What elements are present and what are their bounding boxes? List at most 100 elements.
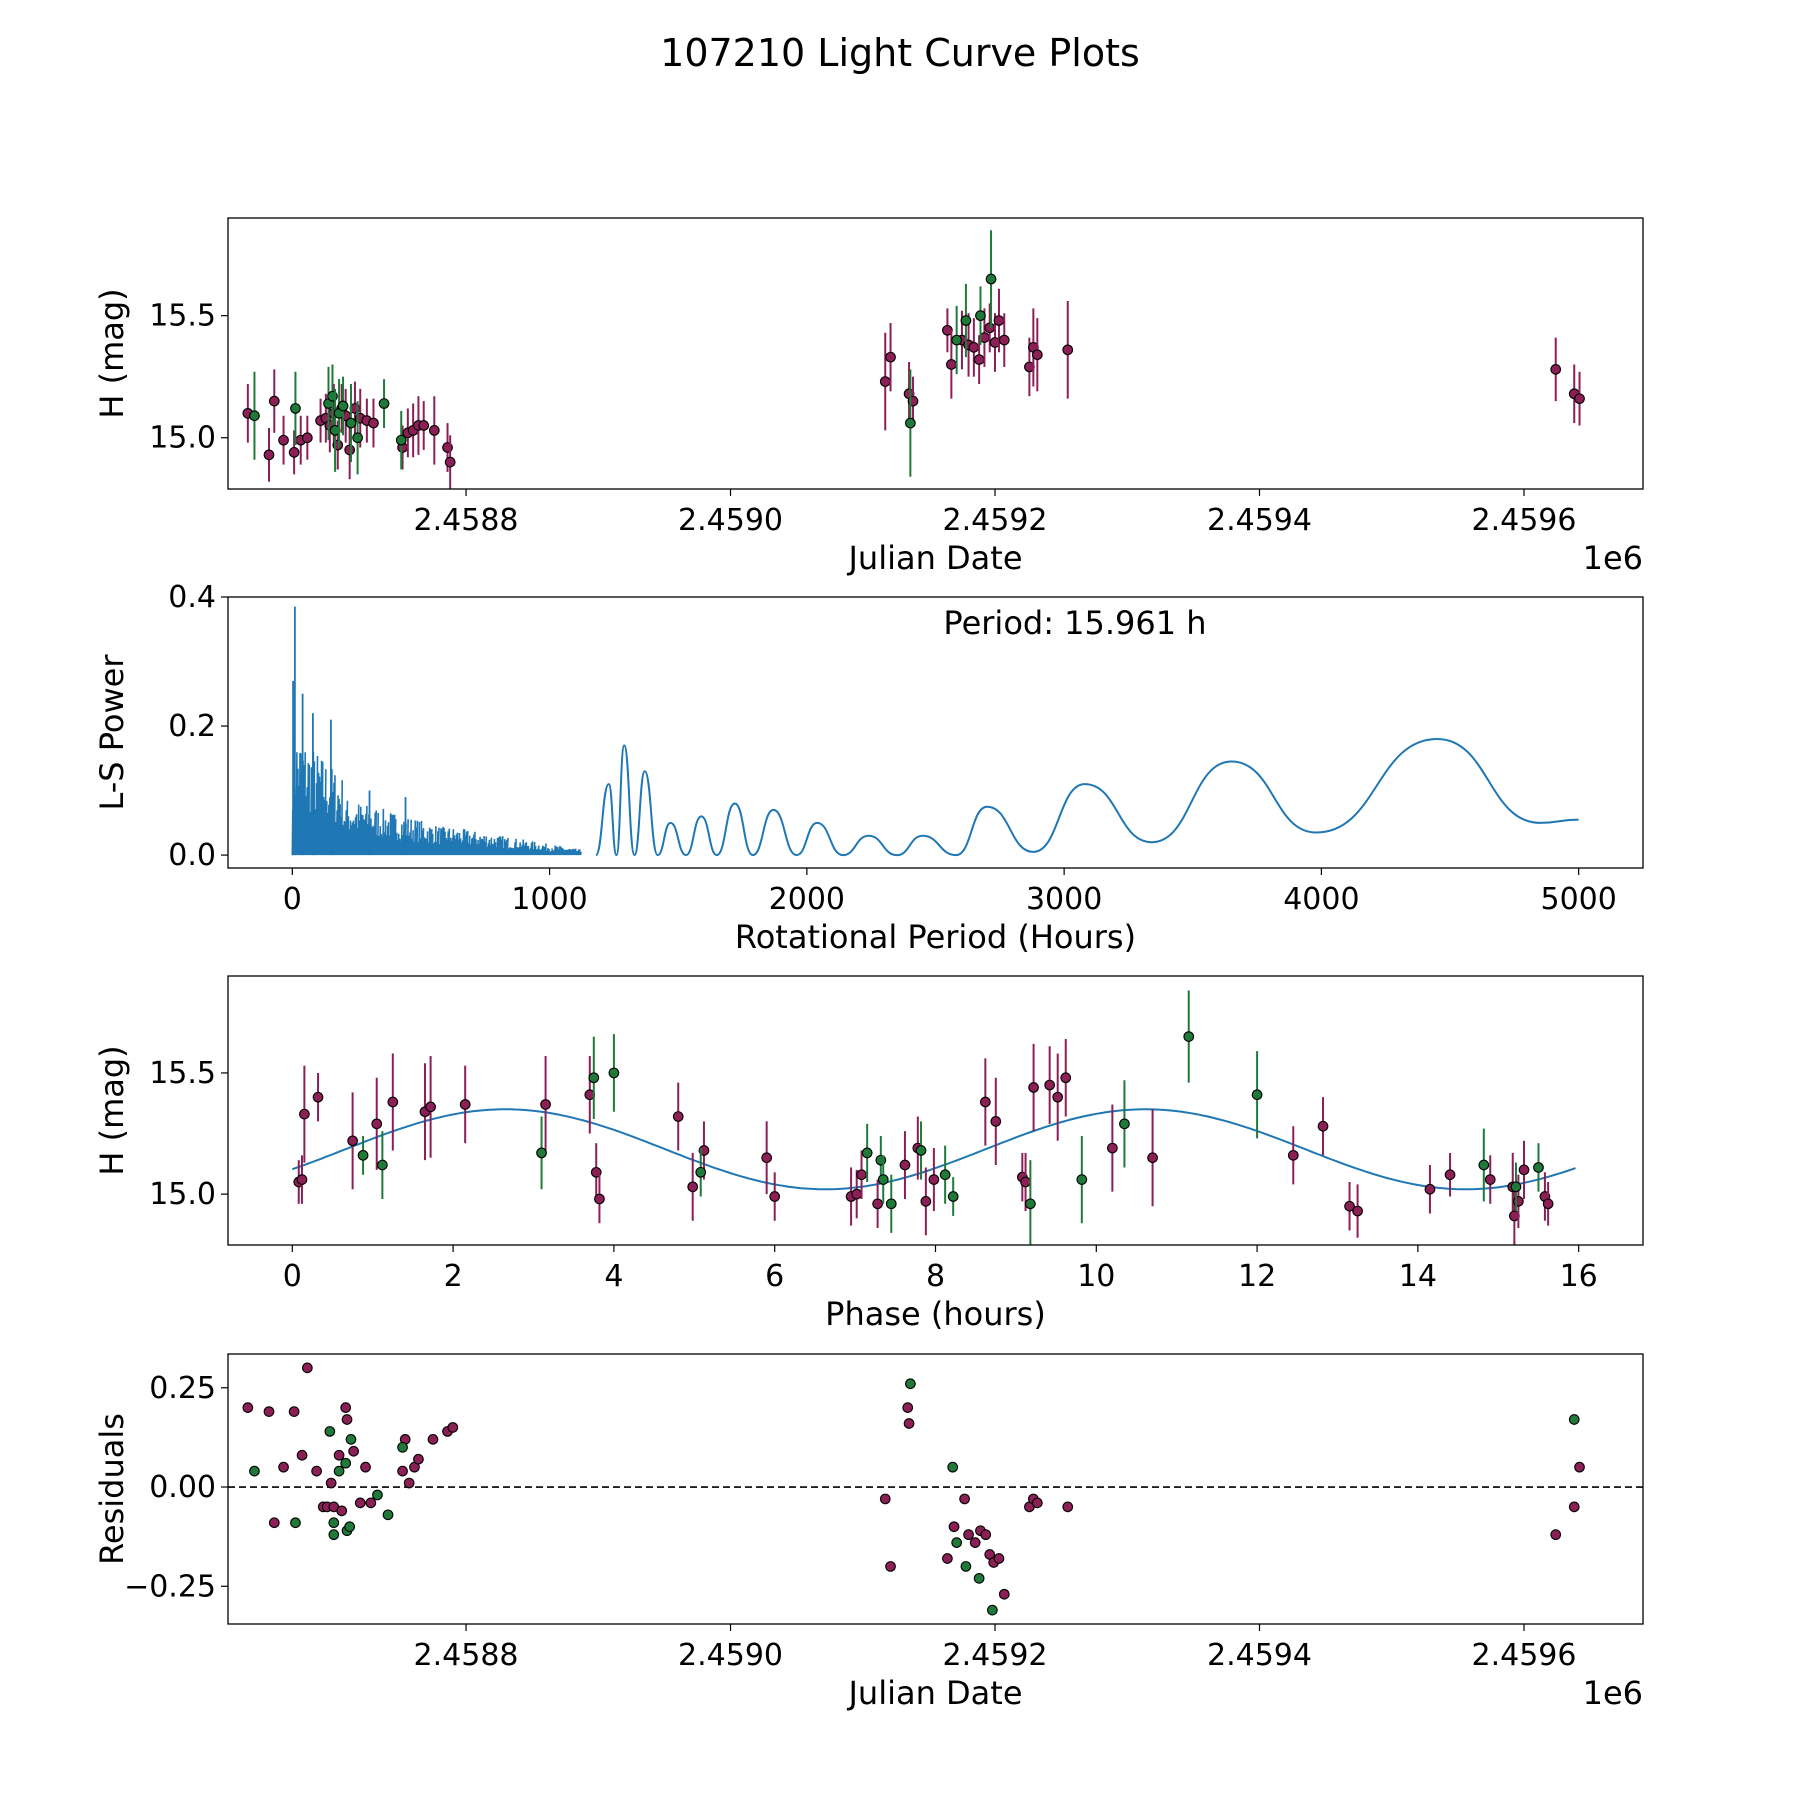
data-point	[1147, 1152, 1158, 1164]
x-tick-label: 5000	[1541, 882, 1617, 917]
x-tick-label: 10	[1077, 1259, 1115, 1294]
data-point	[905, 1378, 916, 1390]
data-point	[249, 410, 260, 422]
data-point	[769, 1191, 781, 1202]
plot-frame	[227, 1353, 1644, 1625]
data-point	[987, 1604, 998, 1616]
plot-frame	[227, 596, 1644, 869]
data-point	[1183, 1031, 1195, 1042]
data-point	[1574, 393, 1585, 405]
data-point	[1062, 1501, 1074, 1513]
panel-phase-folded: 0 2 4 6 8 10 12 14 16 15.0 15.5 Phase (hours) H (mag…	[93, 975, 1644, 1333]
series-green	[249, 230, 997, 477]
data-point	[365, 1497, 377, 1509]
data-layer	[293, 990, 1554, 1245]
data-point	[990, 1116, 1002, 1127]
data-point	[268, 395, 280, 407]
data-point	[368, 417, 379, 429]
data-point	[397, 1465, 408, 1477]
data-point	[1574, 1461, 1585, 1473]
data-point	[1031, 1497, 1043, 1509]
data-point	[902, 1402, 914, 1413]
y-tick-label: 15.5	[149, 299, 216, 334]
panel-periodogram: 0 1000 2000 3000 4000 5000 0.0 0.2 0.4 Rotational…	[93, 580, 1644, 956]
data-point	[1484, 1174, 1496, 1185]
data-point	[920, 1196, 932, 1207]
x-tick-label: 16	[1560, 1259, 1598, 1294]
y-axis-label: H (mag)	[93, 1045, 131, 1175]
data-point	[341, 1414, 353, 1425]
series-magenta	[242, 288, 1585, 489]
data-point	[872, 1198, 883, 1210]
data-point	[333, 1449, 345, 1461]
data-point	[968, 342, 980, 353]
data-point	[1352, 1205, 1363, 1217]
data-point	[1025, 1198, 1036, 1210]
data-point	[301, 432, 313, 444]
data-point	[278, 1461, 289, 1473]
data-point	[299, 1108, 310, 1120]
data-point	[1518, 1164, 1530, 1176]
y-tick-label: 0.0	[168, 838, 216, 873]
data-point	[413, 1453, 424, 1465]
data-point	[761, 1152, 773, 1164]
data-point	[301, 1362, 313, 1374]
data-point	[985, 273, 997, 285]
data-point	[877, 1174, 889, 1185]
data-point	[1060, 1072, 1072, 1084]
data-point	[1533, 1162, 1544, 1173]
data-point	[1287, 1149, 1299, 1161]
data-point	[979, 1096, 991, 1108]
data-point	[345, 417, 357, 429]
y-tick-label: −0.25	[124, 1569, 216, 1604]
data-point	[337, 400, 349, 412]
y-tick-label: 0.4	[168, 580, 216, 615]
data-point	[856, 1169, 867, 1181]
data-point	[885, 1198, 897, 1210]
y-tick-label: 15.5	[149, 1056, 216, 1091]
data-point	[973, 1572, 985, 1584]
data-point	[885, 1561, 896, 1572]
data-point	[290, 403, 301, 414]
x-axis-label: Julian Date	[846, 539, 1022, 577]
periodogram-curve	[594, 737, 1579, 857]
data-point	[382, 1509, 394, 1521]
data-point	[540, 1099, 551, 1110]
data-point	[947, 1461, 959, 1473]
series-green	[249, 1378, 1580, 1616]
plot-frame	[227, 217, 1644, 490]
data-point	[1317, 1120, 1329, 1132]
panel-residuals: 2.4588 2.4590 2.4592 2.4594 2.4596 −0.25 0.00 0…	[93, 1353, 1644, 1712]
x-tick-label: 3000	[1026, 882, 1102, 917]
data-point	[594, 1193, 605, 1205]
data-point	[360, 1461, 371, 1473]
data-point	[1107, 1142, 1118, 1154]
x-tick-label: 8	[926, 1259, 945, 1294]
y-tick-label: 0.2	[168, 709, 216, 744]
data-point	[371, 1118, 383, 1130]
data-point	[536, 1147, 547, 1159]
data-point	[1031, 349, 1043, 361]
data-layer	[242, 230, 1585, 489]
data-point	[395, 434, 407, 446]
x-tick-label: 4	[604, 1259, 623, 1294]
x-axis-label: Rotational Period (Hours)	[735, 918, 1136, 956]
data-point	[1044, 1079, 1056, 1091]
data-point	[1119, 1118, 1130, 1130]
data-point	[428, 425, 440, 436]
data-point	[672, 1111, 684, 1122]
data-point	[378, 398, 390, 409]
y-tick-label: 0.25	[149, 1371, 216, 1406]
data-point	[418, 420, 430, 431]
x-tick-label: 1000	[511, 882, 587, 917]
data-point	[969, 1537, 981, 1548]
data-point	[951, 1537, 963, 1548]
data-point	[951, 334, 963, 346]
data-point	[993, 315, 1005, 326]
x-tick-label: 2.4596	[1471, 503, 1576, 538]
data-point	[348, 1445, 359, 1457]
data-point	[993, 1553, 1005, 1564]
data-point	[998, 334, 1010, 346]
data-point	[1424, 1183, 1436, 1195]
x-tick-label: 2.4594	[1207, 503, 1312, 538]
